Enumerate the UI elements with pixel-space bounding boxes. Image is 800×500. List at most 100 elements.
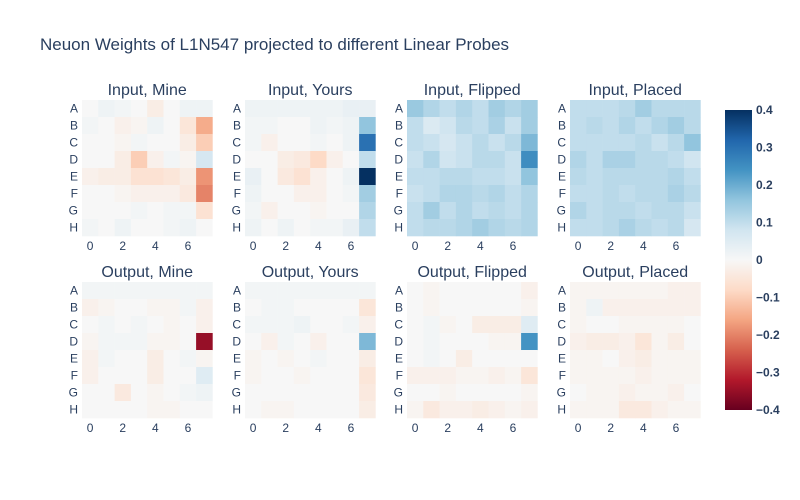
heatmap-cell [326, 219, 344, 237]
heatmap-cell [602, 185, 620, 203]
heatmap-cell [293, 117, 311, 135]
row-tick-label: C [69, 136, 78, 150]
heatmap-cell [359, 282, 376, 300]
heatmap-cell [602, 282, 620, 300]
row-tick-label: F [71, 369, 78, 383]
heatmap-cell [521, 117, 538, 135]
heatmap-cell [439, 202, 457, 220]
heatmap-cell [667, 117, 685, 135]
row-tick-label: H [394, 403, 403, 417]
heatmap-cell [651, 367, 669, 385]
heatmap-cell [342, 299, 360, 317]
heatmap-cell [310, 100, 327, 118]
row-tick-label: A [70, 284, 78, 298]
row-tick-label: E [395, 352, 403, 366]
heatmap-cell [277, 316, 295, 334]
heatmap-cell [667, 299, 685, 317]
col-tick-label: 0 [412, 239, 419, 253]
col-tick-label: 0 [575, 239, 582, 253]
heatmap-cell [488, 100, 506, 118]
heatmap-cell [618, 151, 636, 169]
heatmap-cell [667, 219, 685, 237]
heatmap-cell [651, 100, 669, 118]
row-tick-label: H [394, 221, 403, 235]
heatmap-cell [570, 282, 587, 300]
heatmap-cell [163, 202, 181, 220]
heatmap-cell [277, 219, 295, 237]
heatmap-cell [407, 117, 424, 135]
heatmap-cell [439, 333, 457, 351]
heatmap-cell [98, 350, 115, 368]
heatmap-cell [472, 367, 489, 385]
heatmap-cell [635, 384, 652, 402]
heatmap-cell [439, 367, 457, 385]
col-tick-label: 6 [673, 421, 680, 435]
heatmap-cell [310, 134, 327, 152]
row-tick-label: F [234, 187, 241, 201]
heatmap-cell [455, 316, 473, 334]
heatmap-cell [359, 134, 376, 152]
panel-title: Output, Mine [101, 264, 193, 281]
heatmap-cell [114, 151, 132, 169]
heatmap-cell [423, 282, 440, 300]
heatmap-cell [586, 316, 603, 334]
heatmap-cell [261, 299, 278, 317]
heatmap-cell [163, 219, 181, 237]
heatmap-cell [293, 168, 311, 186]
heatmap-cell [179, 350, 197, 368]
heatmap-cell [472, 350, 489, 368]
heatmap-cell [245, 384, 262, 402]
heatmap-cell [504, 401, 522, 419]
heatmap-cell [342, 333, 360, 351]
heatmap-cell [684, 350, 701, 368]
heatmap-cell [521, 219, 538, 237]
heatmap-cell [179, 100, 197, 118]
heatmap-cell [293, 367, 311, 385]
heatmap-cell [196, 282, 213, 300]
heatmap-cell [163, 151, 181, 169]
heatmap-cell [147, 151, 164, 169]
heatmap-cell [521, 350, 538, 368]
heatmap-cell [342, 134, 360, 152]
heatmap-cell [310, 219, 327, 237]
heatmap-cell [407, 350, 424, 368]
heatmap-cell [667, 384, 685, 402]
colorbar-tick-label: −0.2 [756, 328, 780, 342]
heatmap-cell [504, 117, 522, 135]
colorbar-tick-label: −0.4 [756, 403, 780, 417]
row-tick-label: H [232, 403, 241, 417]
heatmap-cell [245, 134, 262, 152]
row-tick-label: D [232, 153, 241, 167]
row-tick-label: C [394, 318, 403, 332]
heatmap-cell [326, 367, 344, 385]
row-tick-label: G [557, 204, 566, 218]
row-tick-label: C [557, 136, 566, 150]
heatmap-cell [114, 117, 132, 135]
heatmap-cell [455, 151, 473, 169]
heatmap-cell [602, 299, 620, 317]
heatmap-cell [635, 350, 652, 368]
chart-title: Neuon Weights of L1N547 projected to dif… [40, 35, 509, 54]
heatmap-cell [472, 168, 489, 186]
heatmap-cell [423, 168, 440, 186]
heatmap-cell [310, 350, 327, 368]
heatmap-cell [261, 350, 278, 368]
heatmap-cell [423, 151, 440, 169]
heatmap-cell [618, 384, 636, 402]
heatmap-cell [439, 219, 457, 237]
heatmap-cell [635, 367, 652, 385]
heatmap-cell [261, 401, 278, 419]
row-tick-label: H [69, 221, 78, 235]
heatmap-cell [488, 333, 506, 351]
heatmap-cell [504, 299, 522, 317]
row-tick-label: A [395, 102, 403, 116]
heatmap-cell [602, 219, 620, 237]
heatmap-cell [261, 367, 278, 385]
heatmap-cell [147, 367, 164, 385]
heatmap-cell [293, 202, 311, 220]
col-tick-label: 2 [282, 239, 289, 253]
heatmap-cell [504, 219, 522, 237]
heatmap-cell [407, 100, 424, 118]
heatmap-cell [163, 282, 181, 300]
